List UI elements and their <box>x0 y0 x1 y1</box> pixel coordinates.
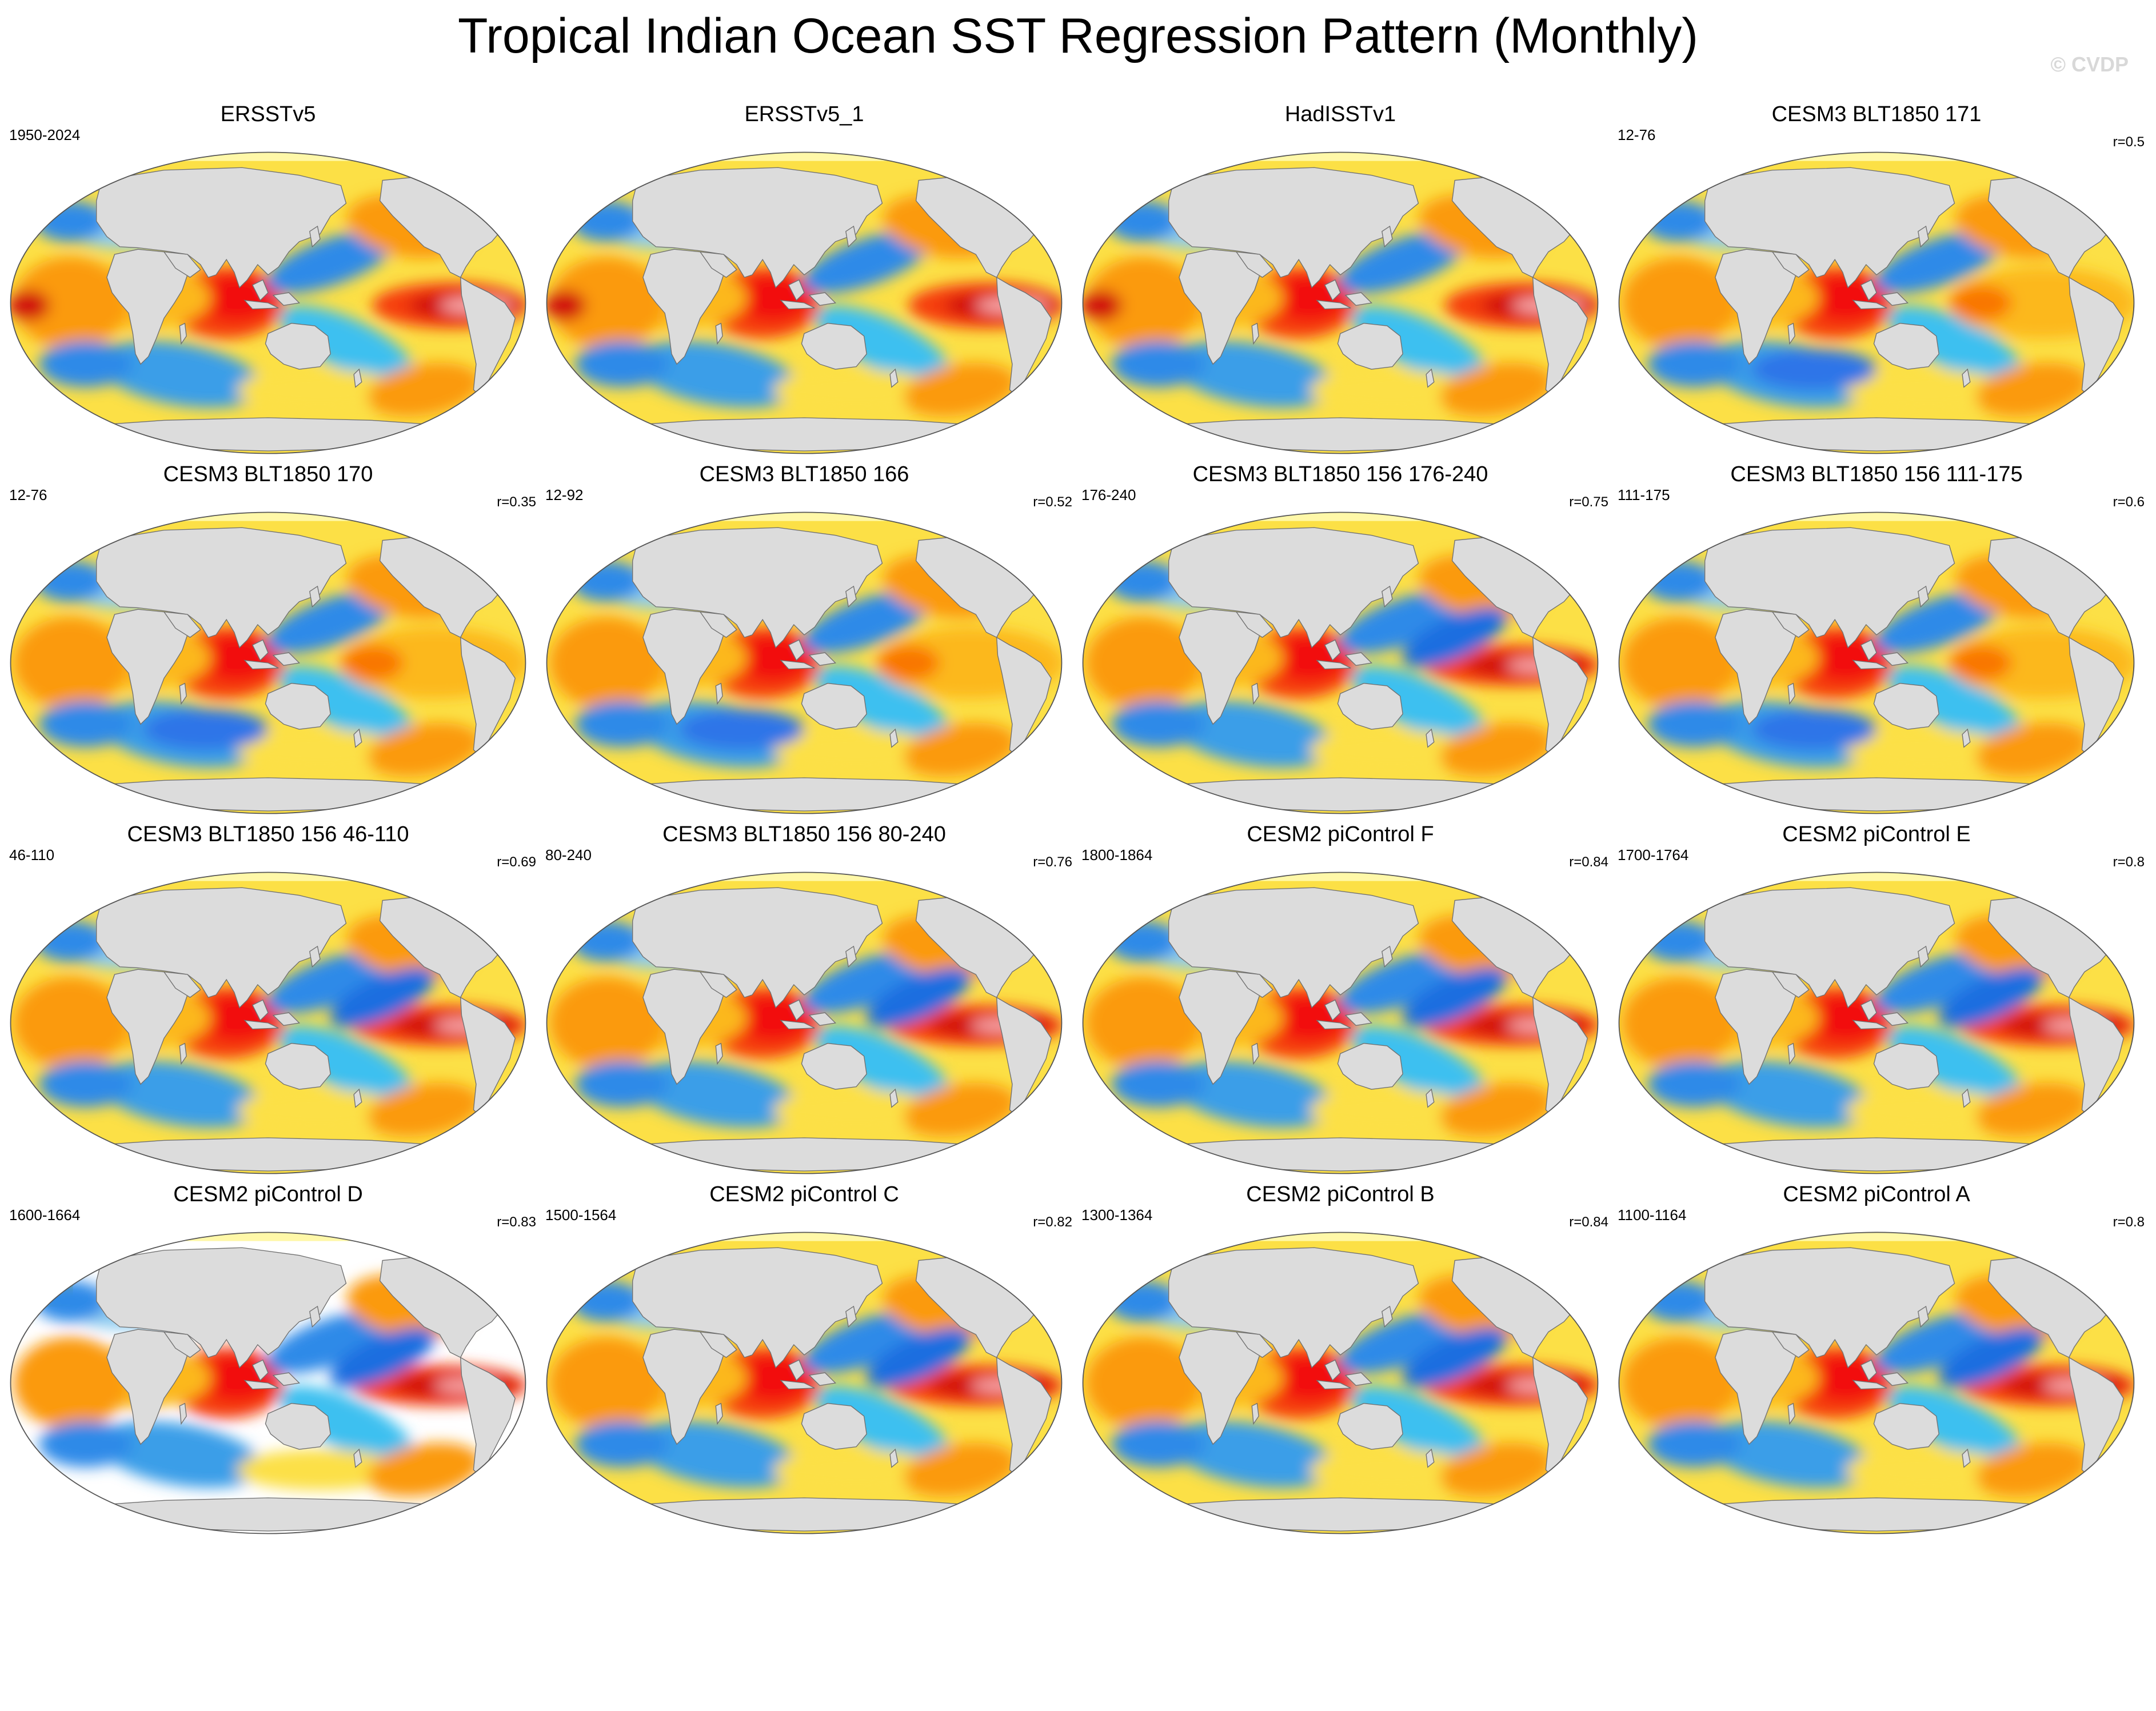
map-panel: ERSSTv5 1950-2024 <box>0 101 536 461</box>
colorbar-box <box>1076 1588 1145 1620</box>
colorbar-box <box>1214 1588 1284 1620</box>
panel-period: 80-240 <box>545 846 592 864</box>
panel-period: 176-240 <box>1081 486 1136 504</box>
map-panel: CESM2 piControl A 1100-1164 r=0.8 <box>1608 1181 2145 1541</box>
map-panel: CESM3 BLT1850 156 176-240 176-240 r=0.75 <box>1072 461 1608 821</box>
panel-title: HadISSTv1 <box>1072 101 1608 128</box>
map-panel: HadISSTv1 <box>1072 101 1608 461</box>
sst-map <box>1080 1230 1600 1536</box>
panel-period: 1300-1364 <box>1081 1206 1152 1224</box>
panel-correlation: r=0.5 <box>2113 134 2145 151</box>
map-panel: CESM3 BLT1850 171 12-76 r=0.5 <box>1608 101 2145 461</box>
map-panel: ERSSTv5_1 <box>536 101 1072 461</box>
map-panel: CESM2 piControl F 1800-1864 r=0.84 <box>1072 821 1608 1181</box>
panel-correlation: r=0.76 <box>1033 854 1072 871</box>
sst-map <box>544 870 1064 1176</box>
panel-title: CESM2 piControl E <box>1608 821 2145 848</box>
panel-title: ERSSTv5 <box>0 101 536 128</box>
panel-title: CESM2 piControl A <box>1608 1181 2145 1208</box>
panel-title: CESM3 BLT1850 156 80-240 <box>536 821 1072 848</box>
panel-correlation: r=0.82 <box>1033 1214 1072 1231</box>
sst-map <box>8 1230 528 1536</box>
sst-map <box>544 150 1064 456</box>
panel-period: 12-92 <box>545 486 584 504</box>
sst-map <box>8 510 528 816</box>
colorbar-box <box>1629 1588 1699 1620</box>
colorbar-box <box>1698 1588 1768 1620</box>
sst-map <box>1616 150 2137 456</box>
map-panel: CESM3 BLT1850 170 12-76 r=0.35 <box>0 461 536 821</box>
panel-title: CESM3 BLT1850 166 <box>536 461 1072 488</box>
colorbar-box <box>1145 1588 1215 1620</box>
colorbar-units: C/C <box>0 1661 2156 1701</box>
panel-title: CESM3 BLT1850 156 176-240 <box>1072 461 1608 488</box>
colorbar-box <box>1422 1588 1491 1620</box>
panel-correlation: r=0.8 <box>2113 1214 2145 1231</box>
map-panel: CESM2 piControl C 1500-1564 r=0.82 <box>536 1181 1072 1541</box>
colorbar <box>384 1588 1767 1621</box>
panel-period: 1500-1564 <box>545 1206 616 1224</box>
panel-title: CESM2 piControl C <box>536 1181 1072 1208</box>
panel-title: CESM3 BLT1850 156 46-110 <box>0 821 536 848</box>
panel-period: 12-76 <box>9 486 47 504</box>
panel-title: CESM2 piControl D <box>0 1181 536 1208</box>
map-panel: CESM3 BLT1850 156 111-175 111-175 r=0.6 <box>1608 461 2145 821</box>
sst-map <box>1080 510 1600 816</box>
colorbar-box <box>1491 1588 1560 1620</box>
colorbar-box <box>453 1588 523 1620</box>
map-panel: CESM3 BLT1850 156 80-240 80-240 r=0.76 <box>536 821 1072 1181</box>
map-panel: CESM2 piControl B 1300-1364 r=0.84 <box>1072 1181 1608 1541</box>
panel-grid: ERSSTv5 1950-2024 ERSSTv5_1 HadISSTv1 CESM3 … <box>0 0 2156 1711</box>
colorbar-box <box>730 1588 800 1620</box>
panel-title: CESM3 BLT1850 170 <box>0 461 536 488</box>
sst-map <box>544 1230 1064 1536</box>
panel-title: ERSSTv5_1 <box>536 101 1072 128</box>
sst-map <box>1080 870 1600 1176</box>
panel-period: 12-76 <box>1618 126 1656 144</box>
panel-correlation: r=0.6 <box>2113 494 2145 511</box>
map-panel: CESM2 piControl E 1700-1764 r=0.8 <box>1608 821 2145 1181</box>
panel-period: 1950-2024 <box>9 126 80 144</box>
sst-map <box>8 870 528 1176</box>
colorbar-box <box>1560 1588 1630 1620</box>
sst-map <box>1616 510 2137 816</box>
sst-map <box>8 150 528 456</box>
colorbar-box <box>522 1588 592 1620</box>
colorbar-box <box>384 1588 454 1620</box>
panel-title: CESM3 BLT1850 156 111-175 <box>1608 461 2145 488</box>
panel-period: 46-110 <box>9 846 54 864</box>
panel-title: CESM2 piControl B <box>1072 1181 1608 1208</box>
sst-map <box>1616 1230 2137 1536</box>
panel-period: 1700-1764 <box>1618 846 1688 864</box>
map-panel: CESM3 BLT1850 166 12-92 r=0.52 <box>536 461 1072 821</box>
panel-correlation: r=0.84 <box>1569 854 1608 871</box>
panel-correlation: r=0.35 <box>497 494 536 511</box>
panel-correlation: r=0.52 <box>1033 494 1072 511</box>
colorbar-box <box>661 1588 730 1620</box>
panel-correlation: r=0.84 <box>1569 1214 1608 1231</box>
panel-correlation: r=0.69 <box>497 854 536 871</box>
sst-map <box>1616 870 2137 1176</box>
panel-period: 1600-1664 <box>9 1206 80 1224</box>
panel-correlation: r=0.8 <box>2113 854 2145 871</box>
panel-period: 1800-1864 <box>1081 846 1152 864</box>
panel-correlation: r=0.83 <box>497 1214 536 1231</box>
colorbar-box <box>1352 1588 1422 1620</box>
sst-map <box>1080 150 1600 456</box>
panel-period: 111-175 <box>1618 486 1670 504</box>
sst-map <box>544 510 1064 816</box>
map-panel: CESM3 BLT1850 156 46-110 46-110 r=0.69 <box>0 821 536 1181</box>
panel-title: CESM2 piControl F <box>1072 821 1608 848</box>
panel-correlation: r=0.75 <box>1569 494 1608 511</box>
colorbar-box <box>1283 1588 1353 1620</box>
colorbar-box <box>937 1588 1007 1620</box>
panel-title: CESM3 BLT1850 171 <box>1608 101 2145 128</box>
colorbar-box <box>1007 1588 1076 1620</box>
colorbar-box <box>799 1588 869 1620</box>
colorbar-box <box>868 1588 938 1620</box>
colorbar-box <box>592 1588 661 1620</box>
panel-period: 1100-1164 <box>1618 1206 1686 1224</box>
map-panel: CESM2 piControl D 1600-1664 r=0.83 <box>0 1181 536 1541</box>
